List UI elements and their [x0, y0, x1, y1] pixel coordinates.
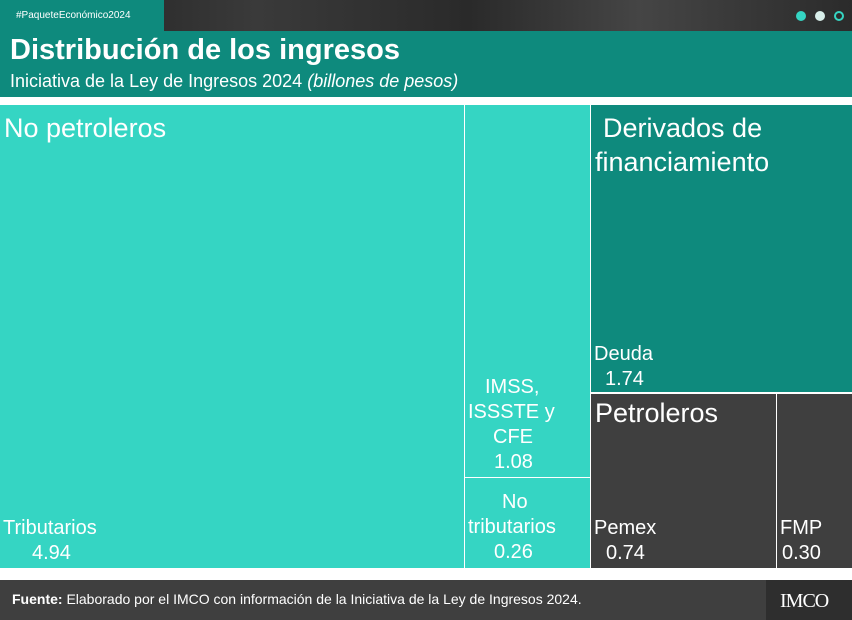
tile-imss-issste-cfe: IMSS, ISSSTE y CFE 1.08 [465, 105, 590, 477]
group-label-petroleros: Petroleros [595, 398, 719, 428]
slide-dots [796, 11, 844, 21]
tile-no-tributarios: No tributarios 0.26 [465, 478, 590, 568]
tile-label-deuda: Deuda [594, 343, 653, 365]
tile-label-no-tributarios-2: tributarios [468, 516, 556, 538]
source-note: Fuente: Elaborado por el IMCO con inform… [12, 591, 582, 607]
tile-value-pemex: 0.74 [606, 542, 645, 564]
tile-tributarios: No petroleros Tributarios 4.94 [0, 105, 464, 568]
tile-label-tributarios: Tributarios [3, 517, 97, 539]
tile-fmp: FMP 0.30 [777, 394, 852, 568]
tile-label-fmp: FMP [780, 517, 823, 539]
footer: Fuente: Elaborado por el IMCO con inform… [0, 580, 852, 620]
tile-value-fmp: 0.30 [782, 542, 821, 564]
tile-label-imss-2: ISSSTE y [468, 401, 555, 423]
tile-label-no-tributarios-1: No [502, 491, 528, 513]
chart-title: Distribución de los ingresos [10, 34, 400, 66]
dot-icon[interactable] [834, 11, 844, 21]
group-label-derivados-1: Derivados de [603, 113, 763, 143]
group-label-no-petroleros: No petroleros [4, 113, 167, 143]
top-banner: #PaqueteEconómico2024 [0, 0, 852, 31]
group-label-derivados-2: financiamiento [595, 147, 770, 177]
logo-text: IMCO [780, 590, 829, 612]
unit-label: (billones de pesos) [307, 71, 459, 91]
dot-icon[interactable] [796, 11, 806, 21]
tile-label-pemex: Pemex [594, 517, 657, 539]
dot-icon[interactable] [815, 11, 825, 21]
imco-logo: IMCO [766, 580, 852, 620]
tile-value-imss: 1.08 [494, 451, 533, 473]
tile-value-tributarios: 4.94 [32, 542, 71, 564]
tile-label-imss-1: IMSS, [485, 376, 540, 398]
tile-pemex: Petroleros Pemex 0.74 [591, 394, 776, 568]
subtitle-text: Iniciativa de la Ley de Ingresos 2024 [10, 71, 303, 91]
source-text: Elaborado por el IMCO con información de… [62, 591, 582, 607]
tile-value-no-tributarios: 0.26 [494, 541, 533, 563]
source-label: Fuente: [12, 591, 63, 607]
chart-subtitle: Iniciativa de la Ley de Ingresos 2024 (b… [10, 71, 458, 92]
tile-value-deuda: 1.74 [605, 368, 644, 390]
tile-deuda: Derivados de financiamiento Deuda 1.74 [591, 105, 852, 392]
hashtag-label: #PaqueteEconómico2024 [0, 0, 164, 31]
chart-header: Distribución de los ingresos Iniciativa … [0, 31, 852, 97]
tile-label-imss-3: CFE [493, 426, 533, 448]
